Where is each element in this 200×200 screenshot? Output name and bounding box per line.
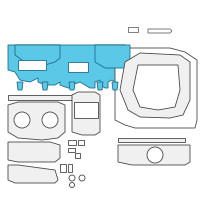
Polygon shape xyxy=(15,45,60,65)
Polygon shape xyxy=(69,82,75,90)
FancyBboxPatch shape xyxy=(68,148,75,152)
FancyBboxPatch shape xyxy=(75,153,80,158)
Polygon shape xyxy=(8,45,140,88)
Polygon shape xyxy=(118,138,185,142)
Polygon shape xyxy=(133,65,180,110)
Circle shape xyxy=(42,112,58,128)
Polygon shape xyxy=(8,102,65,140)
Polygon shape xyxy=(8,95,92,100)
Polygon shape xyxy=(95,45,130,68)
Circle shape xyxy=(147,147,163,163)
FancyBboxPatch shape xyxy=(128,27,138,32)
Polygon shape xyxy=(115,48,197,128)
Polygon shape xyxy=(72,92,100,135)
FancyBboxPatch shape xyxy=(78,140,84,145)
Polygon shape xyxy=(8,142,60,162)
FancyBboxPatch shape xyxy=(74,102,98,118)
FancyBboxPatch shape xyxy=(68,140,76,145)
Polygon shape xyxy=(42,82,48,90)
Polygon shape xyxy=(17,82,23,90)
Circle shape xyxy=(14,112,30,128)
Polygon shape xyxy=(8,165,58,183)
Circle shape xyxy=(70,182,74,188)
Circle shape xyxy=(79,175,85,181)
Polygon shape xyxy=(148,29,172,33)
FancyBboxPatch shape xyxy=(68,62,88,72)
FancyBboxPatch shape xyxy=(60,164,66,172)
Circle shape xyxy=(69,175,75,181)
FancyBboxPatch shape xyxy=(18,60,46,70)
FancyBboxPatch shape xyxy=(68,164,72,172)
Polygon shape xyxy=(118,145,190,165)
Polygon shape xyxy=(120,53,190,118)
Polygon shape xyxy=(97,82,103,90)
Polygon shape xyxy=(112,82,118,90)
